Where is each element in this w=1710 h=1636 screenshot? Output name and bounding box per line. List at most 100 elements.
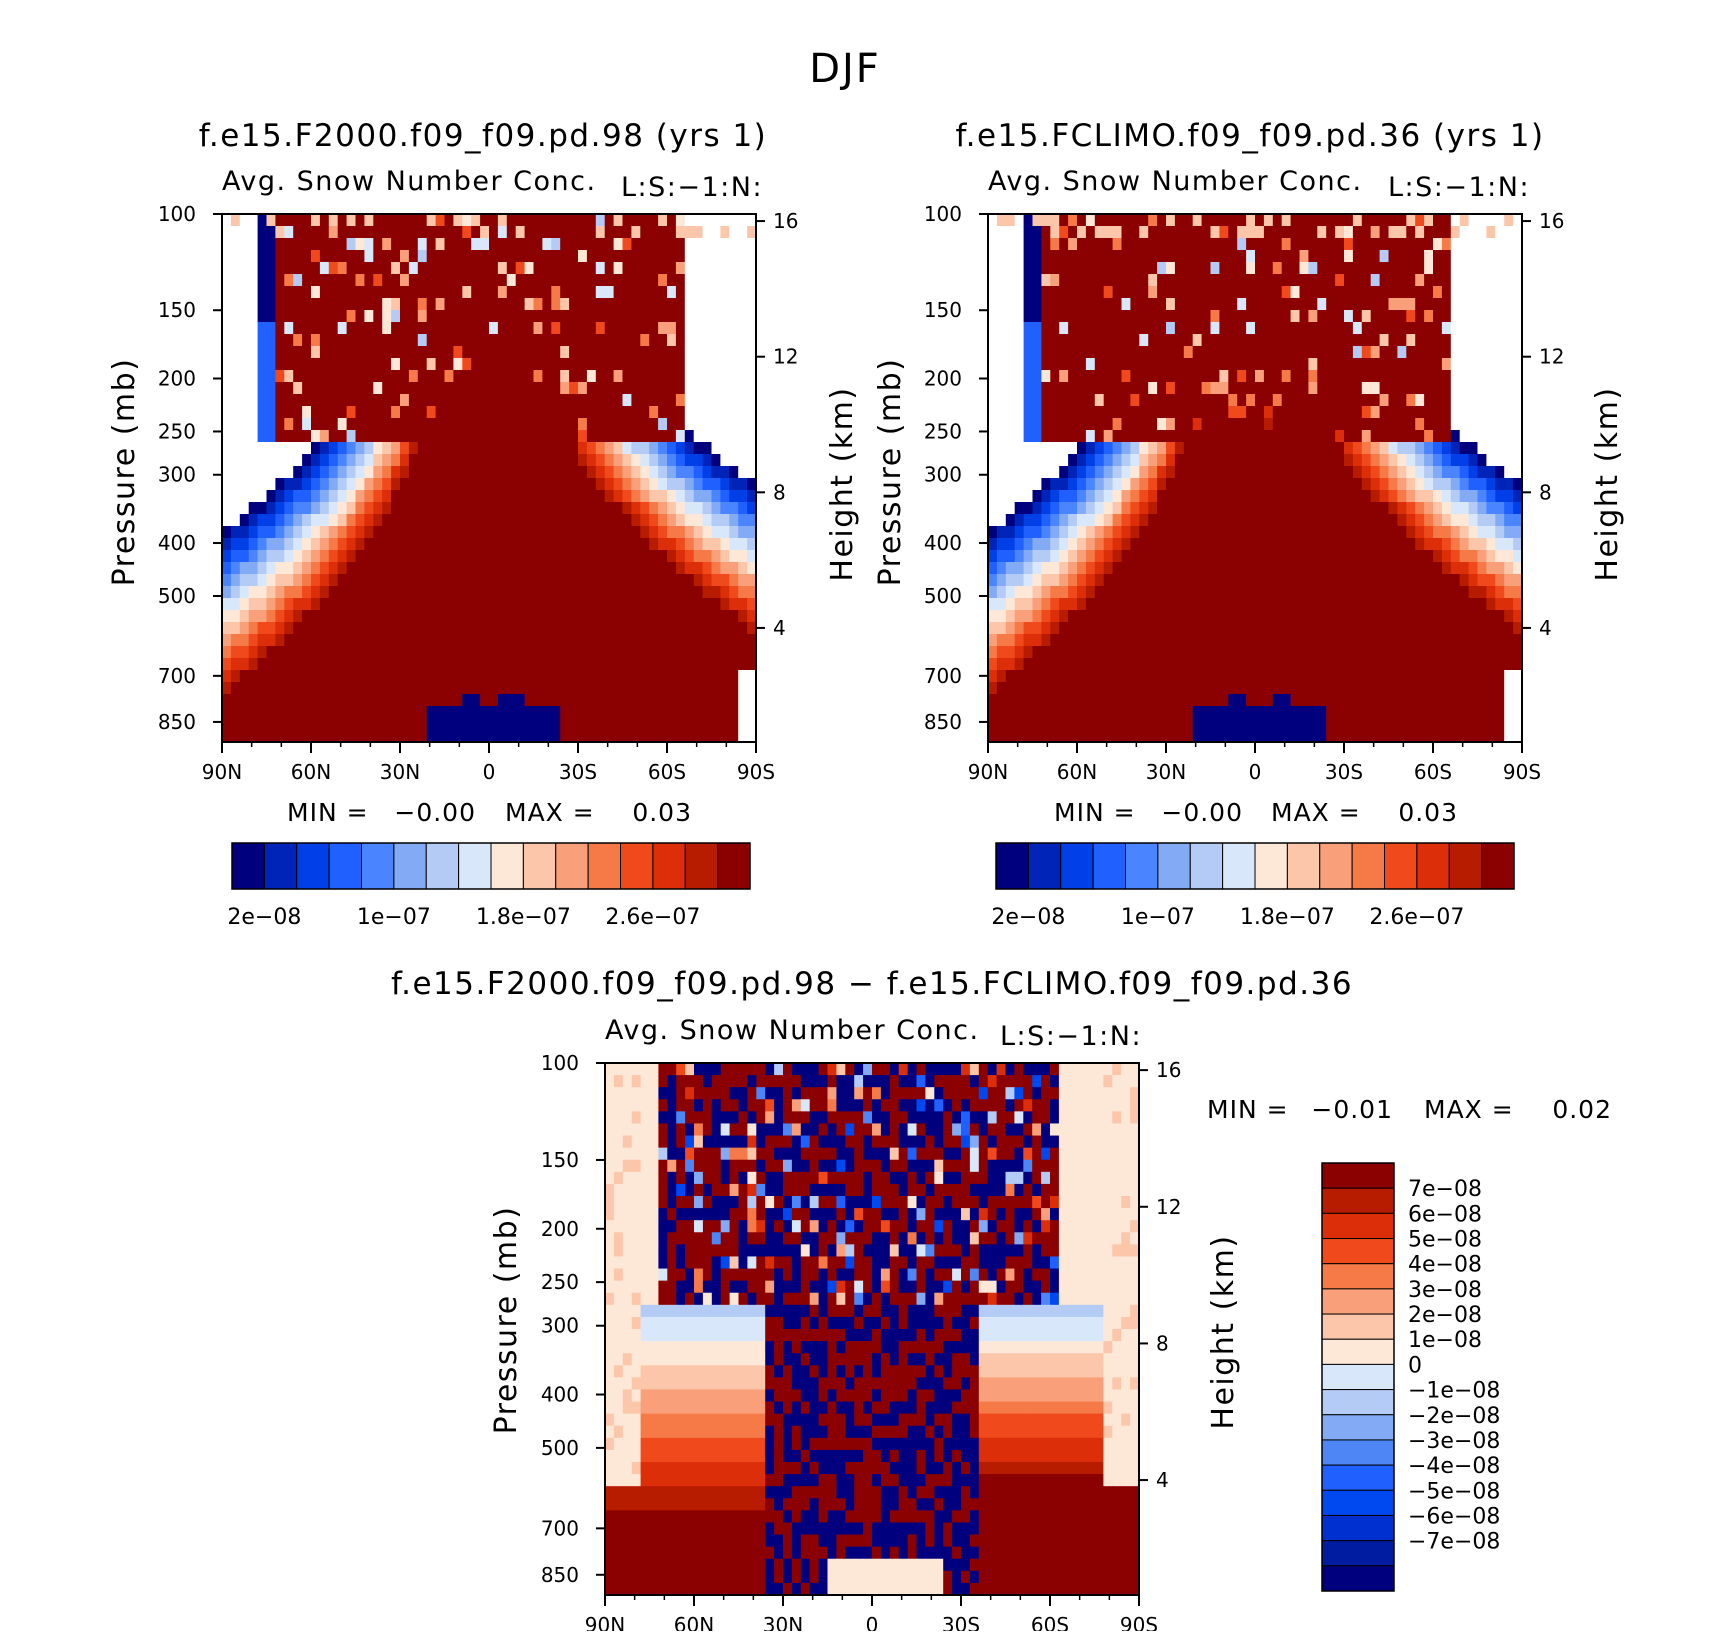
data-cell bbox=[988, 526, 998, 539]
data-cell bbox=[1175, 502, 1185, 515]
data-cell bbox=[1033, 514, 1043, 527]
data-cell bbox=[275, 646, 285, 659]
data-cell bbox=[1451, 238, 1461, 251]
data-cell bbox=[1255, 334, 1265, 347]
data-cell bbox=[436, 502, 446, 515]
data-cell bbox=[267, 226, 277, 239]
data-cell bbox=[1024, 226, 1034, 239]
data-cell bbox=[1335, 514, 1345, 527]
data-cell bbox=[222, 298, 232, 311]
data-cell bbox=[240, 370, 250, 383]
data-cell bbox=[391, 562, 401, 575]
data-cell bbox=[596, 358, 606, 371]
data-cell bbox=[1095, 406, 1105, 419]
data-cell bbox=[240, 538, 250, 551]
data-cell bbox=[712, 334, 722, 347]
data-cell bbox=[1353, 370, 1363, 383]
data-cell bbox=[1006, 298, 1016, 311]
data-cell bbox=[489, 226, 499, 239]
data-cell bbox=[605, 454, 615, 467]
data-cell bbox=[542, 466, 552, 479]
data-cell bbox=[418, 214, 428, 227]
data-cell bbox=[1211, 346, 1221, 359]
data-cell bbox=[578, 274, 588, 287]
data-cell bbox=[302, 694, 312, 707]
data-cell bbox=[275, 346, 285, 359]
data-cell bbox=[587, 706, 597, 719]
data-cell bbox=[453, 598, 463, 611]
data-cell bbox=[667, 694, 677, 707]
data-cell bbox=[1397, 586, 1407, 599]
data-cell bbox=[258, 382, 268, 395]
data-cell bbox=[1344, 214, 1354, 227]
data-cell bbox=[409, 682, 419, 695]
data-cell bbox=[249, 526, 259, 539]
data-cell bbox=[480, 646, 490, 659]
data-cell bbox=[694, 658, 704, 671]
data-cell bbox=[373, 394, 383, 407]
data-cell bbox=[507, 442, 517, 455]
data-cell bbox=[542, 706, 552, 719]
data-cell bbox=[1478, 454, 1488, 467]
data-cell bbox=[275, 550, 285, 563]
data-cell bbox=[1050, 214, 1060, 227]
data-cell bbox=[1050, 394, 1060, 407]
data-cell bbox=[311, 430, 321, 443]
data-cell bbox=[1104, 370, 1114, 383]
data-cell bbox=[1344, 610, 1354, 623]
data-cell bbox=[275, 670, 285, 683]
data-cell bbox=[578, 730, 588, 743]
data-cell bbox=[1469, 406, 1479, 419]
data-cell bbox=[391, 394, 401, 407]
data-cell bbox=[1335, 238, 1345, 251]
data-cell bbox=[1317, 286, 1327, 299]
data-cell bbox=[471, 214, 481, 227]
data-cell bbox=[623, 538, 633, 551]
data-cell bbox=[1406, 550, 1416, 563]
data-cell bbox=[525, 226, 535, 239]
data-cell bbox=[1175, 490, 1185, 503]
data-cell bbox=[997, 346, 1007, 359]
data-cell bbox=[1504, 394, 1514, 407]
data-cell bbox=[293, 610, 303, 623]
panel-model-a: f.e15.F2000.f09_f09.pd.98 (yrs 1) Avg. S… bbox=[107, 118, 860, 930]
y-tick-label: 850 bbox=[158, 710, 196, 734]
data-cell bbox=[373, 586, 383, 599]
data-cell bbox=[1139, 586, 1149, 599]
data-cell bbox=[1264, 586, 1274, 599]
data-cell bbox=[1469, 238, 1479, 251]
data-cell bbox=[275, 274, 285, 287]
data-cell bbox=[1291, 562, 1301, 575]
data-cell bbox=[347, 706, 357, 719]
data-cell bbox=[694, 454, 704, 467]
data-cell bbox=[1353, 502, 1363, 515]
data-cell bbox=[1273, 334, 1283, 347]
data-cell bbox=[329, 622, 339, 635]
data-cell bbox=[400, 514, 410, 527]
data-cell bbox=[1175, 598, 1185, 611]
data-cell bbox=[605, 334, 615, 347]
data-cell bbox=[1264, 382, 1274, 395]
data-cell bbox=[1264, 538, 1274, 551]
data-cell bbox=[1086, 598, 1096, 611]
data-cell bbox=[453, 382, 463, 395]
data-cell bbox=[1326, 478, 1336, 491]
data-cell bbox=[445, 718, 455, 731]
data-cell bbox=[720, 382, 730, 395]
data-cell bbox=[578, 346, 588, 359]
data-cell bbox=[453, 658, 463, 671]
data-cell bbox=[569, 670, 579, 683]
data-cell bbox=[667, 538, 677, 551]
data-cell bbox=[391, 274, 401, 287]
data-cell bbox=[1504, 298, 1514, 311]
data-cell bbox=[409, 562, 419, 575]
data-cell bbox=[551, 574, 561, 587]
data-cell bbox=[1024, 238, 1034, 251]
data-cell bbox=[1451, 286, 1461, 299]
data-cell bbox=[356, 310, 366, 323]
data-cell bbox=[1095, 634, 1105, 647]
data-cell bbox=[1202, 478, 1212, 491]
data-cell bbox=[623, 670, 633, 683]
data-cell bbox=[1442, 334, 1452, 347]
data-cell bbox=[1086, 310, 1096, 323]
